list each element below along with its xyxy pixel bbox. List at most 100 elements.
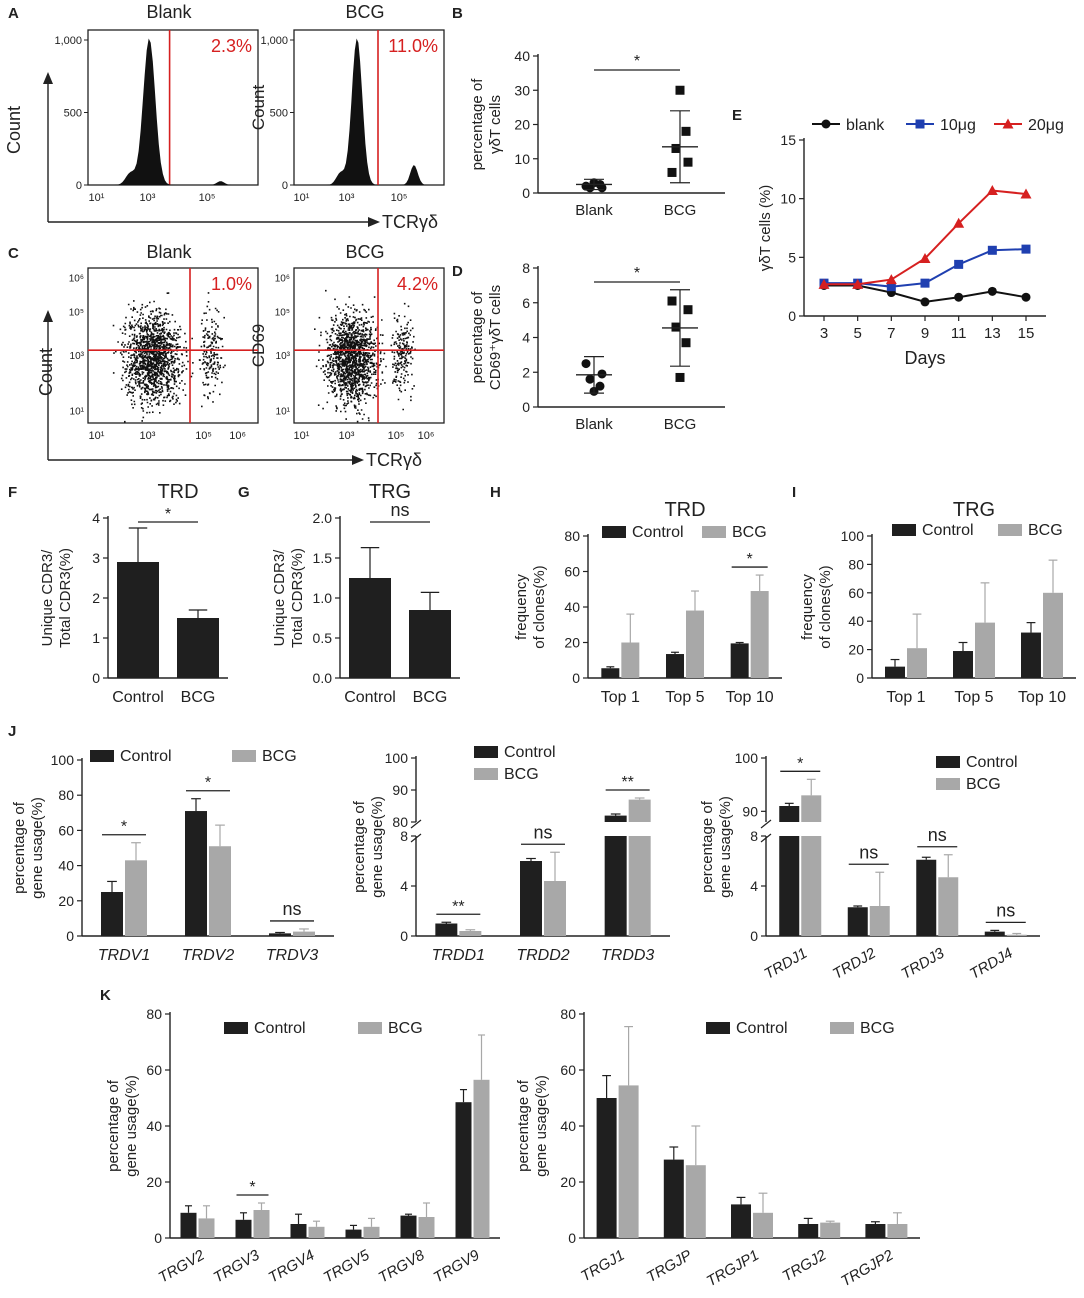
line-E-point-10μg: [1021, 244, 1031, 254]
bar-H-legend-swatch: [702, 526, 726, 538]
line-E-x-tick-label: 3: [820, 325, 828, 342]
a-arrow-head-up: [43, 72, 53, 84]
c-arrow-y-label: Count: [36, 348, 56, 396]
bar-F-title: TRD: [157, 481, 198, 503]
scatter-B-y-label: γδT cells: [487, 95, 504, 154]
bar-J3-legend-label: Control: [966, 754, 1018, 771]
bar-J1-sig-label: ns: [282, 899, 301, 919]
scatter-D-y-tick-label: 2: [522, 364, 530, 380]
scatter-B-y-tick-label: 20: [514, 117, 530, 133]
bar-K1-bar-Control: [455, 1102, 472, 1238]
bar-H-y-tick-label: 80: [564, 528, 580, 544]
bar-J2-y-tick-label: 0: [400, 928, 408, 944]
line-E-point-20μg: [1020, 188, 1032, 199]
line-E-point-blank: [954, 292, 964, 302]
bar-H-bar-BCG: [750, 591, 769, 678]
bar-J3-bar-Control: [779, 836, 800, 936]
hist-blank-x-tick-label: 10⁵: [199, 192, 216, 204]
bar-K2-y-label: percentage of: [515, 1079, 532, 1172]
panel-label-H: H: [490, 484, 501, 501]
bar-H-x-label: Top 1: [601, 689, 640, 706]
bar-J3-sig-label: ns: [859, 842, 878, 862]
bar-J2-sig-label: ns: [533, 822, 552, 842]
bar-J3-y-label: percentage of: [699, 800, 716, 893]
bar-J1-bar-Control: [101, 892, 123, 936]
scatter-D-point: [675, 372, 685, 382]
line-E-x-tick-label: 5: [853, 325, 861, 342]
dotplot-blank-x-tick-label: 10⁵: [195, 430, 212, 442]
bar-I-y-tick-label: 100: [841, 528, 865, 544]
c-arrow-head-up: [43, 310, 53, 322]
bar-J3-y-tick-label: 100: [735, 750, 759, 766]
scatter-B-point: [671, 143, 681, 153]
scatter-D-point: [585, 374, 595, 384]
dotplot-blank-y-tick-label: 10¹: [70, 407, 85, 418]
bar-K2-y-tick-label: 0: [568, 1230, 576, 1246]
line-E-point-20μg: [953, 217, 965, 228]
bar-K1-y-tick-label: 20: [146, 1174, 162, 1190]
bar-J3-bar-Control: [779, 806, 800, 822]
bar-H-legend-label: Control: [632, 524, 684, 541]
scatter-D-point: [595, 381, 605, 391]
bar-J2-axis-break: [410, 833, 422, 843]
bar-J3-y-tick-label: 0: [750, 928, 758, 944]
bar-H-y-label: of clones(%): [531, 565, 548, 648]
dotplot-bcg-x-tick-label: 10³: [339, 430, 355, 442]
bar-G-x-label: BCG: [413, 689, 448, 706]
bar-I-bar-BCG: [907, 648, 927, 678]
bar-J1-bar-Control: [269, 933, 291, 936]
dotplot-bcg-y-label: CD69: [249, 324, 268, 367]
bar-K2-bar-BCG: [685, 1165, 706, 1238]
bar-G-y-tick-label: 1.5: [313, 550, 333, 566]
bar-K2-bar-Control: [798, 1224, 819, 1238]
bar-I-bar-Control: [885, 666, 905, 678]
scatter-B-sig-label: *: [634, 53, 640, 70]
bar-G-y-tick-label: 2.0: [313, 510, 333, 526]
bar-J1-y-tick-label: 0: [66, 928, 74, 944]
bar-J2-x-label: TRDD2: [516, 947, 569, 964]
dotplot-blank-event-dots: [112, 292, 226, 423]
scatter-D-point: [681, 338, 691, 348]
dotplot-bcg-y-tick-label: 10¹: [276, 407, 291, 418]
bar-J1-bar-BCG: [293, 931, 315, 936]
bar-J2-axis-break: [410, 819, 422, 829]
hist-bcg-histogram: [298, 38, 440, 185]
bar-H-x-label: Top 10: [726, 689, 774, 706]
dotplot-blank-y-tick-label: 10⁶: [69, 273, 84, 284]
panel-label-B: B: [452, 5, 463, 22]
bar-H-title: TRD: [664, 499, 705, 521]
bar-K2-bar-BCG: [753, 1212, 773, 1238]
bar-K1-legend-swatch: [224, 1022, 248, 1034]
scatter-B-point: [675, 85, 685, 95]
scatter-B-y-tick-label: 10: [514, 151, 530, 167]
line-E-legend-label: 10μg: [940, 117, 976, 134]
bar-J3-x-label: TRDJ2: [830, 944, 879, 982]
hist-bcg-y-tick-label: 500: [270, 108, 288, 120]
line-E-x-label: Days: [904, 348, 945, 368]
line-E-x-tick-label: 11: [951, 325, 967, 342]
scatter-D-x-label: Blank: [575, 416, 613, 433]
bar-I-bar-Control: [1021, 632, 1041, 678]
bar-F-bar-value: [177, 618, 219, 678]
scatter-D-sig-label: *: [634, 265, 640, 282]
line-E-point-20μg: [852, 278, 864, 289]
dotplot-blank-y-tick-label: 10⁵: [69, 307, 84, 318]
dotplot-bcg-events: [314, 289, 416, 423]
bar-I-legend-swatch: [998, 524, 1022, 536]
bar-J1-y-tick-label: 100: [51, 752, 75, 768]
panel-label-D: D: [452, 263, 463, 280]
bar-K1-legend-label: BCG: [388, 1020, 423, 1037]
bar-K2-legend-label: BCG: [860, 1020, 895, 1037]
line-E-legend-marker: [821, 119, 831, 129]
bar-F-y-tick-label: 1: [92, 630, 100, 646]
bar-K1-bar-Control: [235, 1219, 252, 1238]
bar-G-x-label: Control: [344, 689, 396, 706]
hist-blank-histogram: [92, 38, 254, 185]
dotplot-blank-y-tick-label: 10³: [70, 351, 85, 362]
line-E-x-tick-label: 9: [921, 325, 929, 342]
bar-J2-y-tick-label: 80: [392, 814, 408, 830]
bar-K2-x-label: TRGJ2: [780, 1246, 830, 1285]
bar-I-bar-BCG: [1043, 592, 1063, 678]
bar-J3-bar-Control: [847, 907, 868, 936]
bar-K1-bar-Control: [290, 1224, 307, 1238]
